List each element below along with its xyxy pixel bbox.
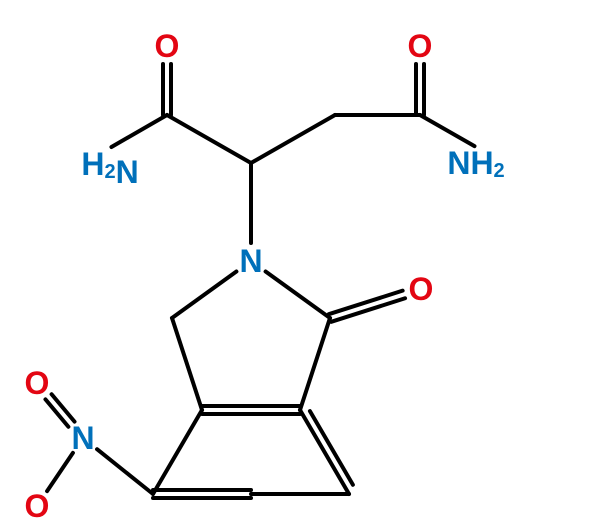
atom-label: N [239, 243, 262, 279]
atom-label: O [25, 365, 50, 401]
bond [167, 115, 251, 163]
atom-label: H2N [81, 146, 138, 190]
atom-label: O [25, 488, 50, 524]
bond [266, 272, 330, 318]
bond [310, 411, 353, 485]
bond [172, 318, 202, 410]
bond [47, 453, 73, 491]
bond [153, 410, 202, 494]
bond [111, 115, 167, 147]
bond [172, 272, 236, 318]
bond [251, 115, 335, 163]
bond [420, 115, 474, 146]
atom-label: N [71, 420, 94, 456]
molecule-diagram: OOH2NNH2NONOO [0, 0, 600, 532]
bond [300, 318, 330, 410]
atom-label: NH2 [447, 145, 504, 182]
atom-label: O [155, 28, 180, 64]
bond [300, 410, 349, 494]
atom-label: O [408, 28, 433, 64]
atom-label: O [409, 271, 434, 307]
bond [97, 449, 153, 494]
